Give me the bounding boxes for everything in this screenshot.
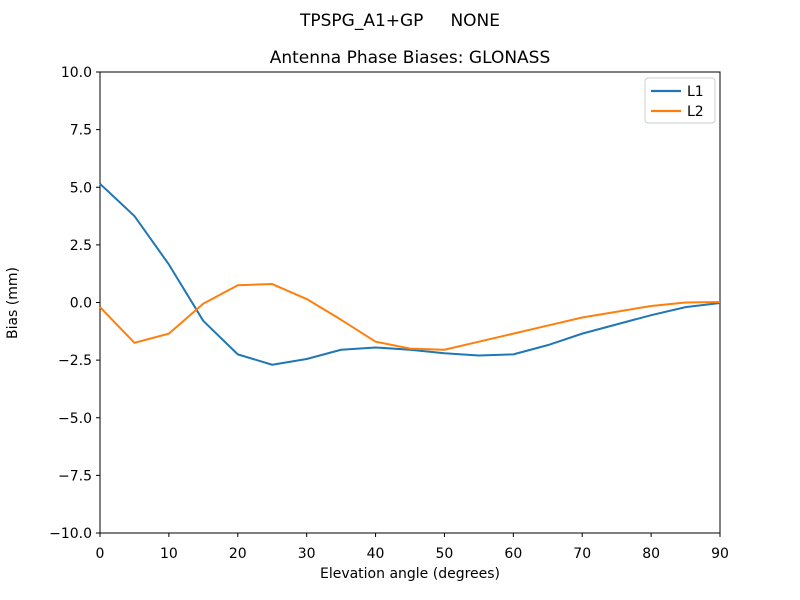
x-tick-label: 0 bbox=[96, 546, 105, 562]
y-tick-label: −2.5 bbox=[58, 353, 92, 369]
legend-label-l2: L2 bbox=[687, 104, 704, 120]
y-tick-label: 10.0 bbox=[61, 65, 92, 81]
x-tick-label: 40 bbox=[367, 546, 385, 562]
x-axis-label: Elevation angle (degrees) bbox=[319, 566, 501, 582]
legend-box bbox=[644, 77, 716, 124]
figure-suptitle: TPSPG_A1+GP NONE bbox=[299, 11, 501, 31]
x-tick-label: 20 bbox=[229, 546, 247, 562]
y-tick-label: 7.5 bbox=[70, 123, 92, 139]
x-tick-label: 70 bbox=[573, 546, 591, 562]
x-tick-label: 30 bbox=[298, 546, 316, 562]
y-tick-label: 2.5 bbox=[70, 238, 92, 254]
y-tick-label: 0.0 bbox=[70, 296, 92, 312]
y-tick-label: −5.0 bbox=[58, 411, 92, 427]
legend-label-l1: L1 bbox=[687, 84, 704, 100]
series-line-l1 bbox=[99, 183, 721, 366]
x-tick-label: 80 bbox=[642, 546, 660, 562]
x-tick-label: 60 bbox=[504, 546, 522, 562]
x-tick-label: 50 bbox=[436, 546, 454, 562]
y-tick-label: −7.5 bbox=[58, 468, 92, 484]
x-tick-label: 90 bbox=[711, 546, 729, 562]
axes-title: Antenna Phase Biases: GLONASS bbox=[269, 48, 551, 68]
y-tick-label: −10.0 bbox=[49, 526, 92, 542]
y-tick-label: 5.0 bbox=[70, 180, 92, 196]
series-line-l2 bbox=[99, 283, 721, 351]
y-axis-label: Bias (mm) bbox=[5, 266, 21, 340]
x-tick-label: 10 bbox=[160, 546, 178, 562]
